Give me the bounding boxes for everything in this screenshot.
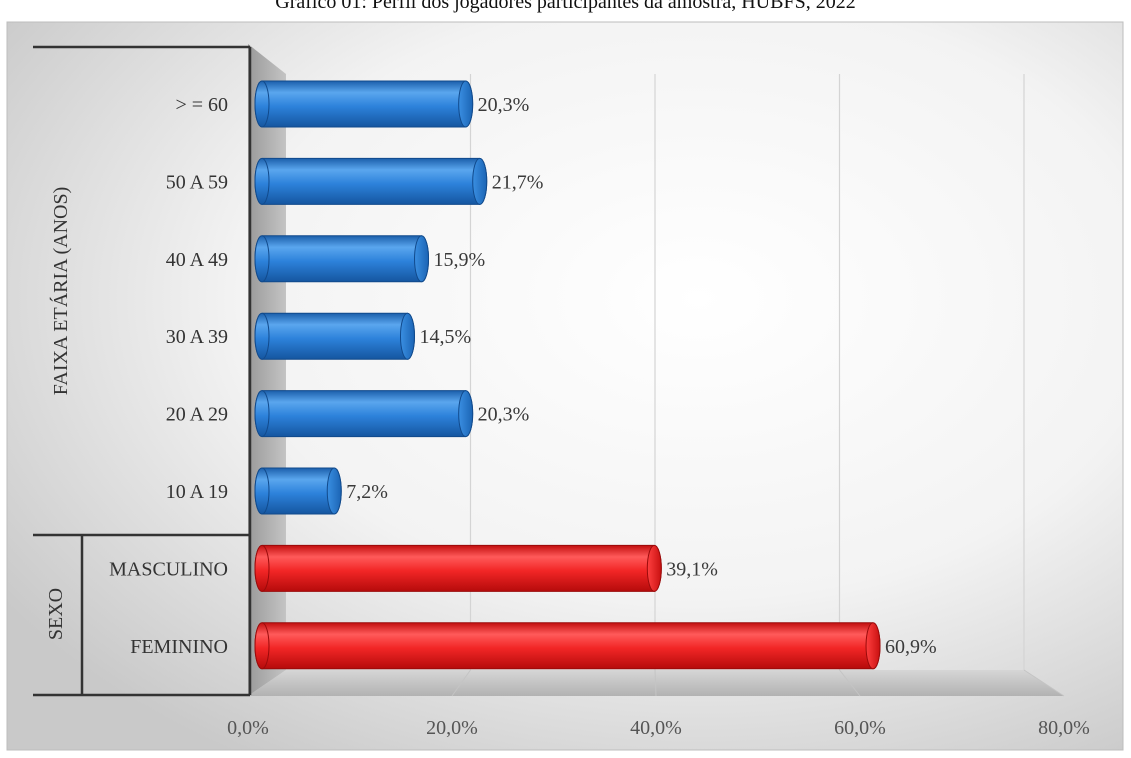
bar [254,235,430,283]
chart-title: Gráfico 01: Perfil dos jogadores partici… [275,0,856,13]
bar [254,80,474,128]
value-label: 20,3% [478,404,530,426]
bar [254,390,474,438]
x-tick-label: 20,0% [426,717,478,739]
value-label: 7,2% [346,481,388,503]
category-label: 30 A 39 [166,326,228,348]
value-label: 39,1% [666,558,718,580]
value-label: 14,5% [419,326,471,348]
category-labels: > = 60 50 A 59 40 A 49 30 A 39 20 A 29 10 A 1… [109,94,228,658]
category-label: 40 A 49 [166,249,228,271]
bar [254,622,881,670]
x-tick-label: 60,0% [834,717,886,739]
value-label: 60,9% [885,636,937,658]
bars [254,80,881,670]
x-axis-ticks: 0,0% 20,0% 40,0% 60,0% 80,0% [227,717,1090,739]
category-label: > = 60 [175,94,228,116]
category-label: 10 A 19 [166,481,228,503]
category-label: FEMININO [130,636,228,658]
bar [254,157,488,205]
bar [254,544,662,592]
x-tick-label: 0,0% [227,717,269,739]
bar [254,467,342,515]
gridline-floor [654,669,657,697]
chart-side-wall [248,44,286,696]
category-label: 20 A 29 [166,404,228,426]
value-label: 15,9% [434,249,486,271]
gridline-floor [839,669,861,697]
group-label-sex: SEXO [45,588,67,640]
value-labels: 20,3% 21,7% 15,9% 14,5% 20,3% 7,2% 39,1% 60,9% [346,94,936,658]
x-tick-label: 80,0% [1038,717,1090,739]
bar [254,312,415,360]
value-label: 20,3% [478,94,530,116]
category-label: MASCULINO [109,558,228,580]
gridline-floor [1023,669,1065,697]
value-label: 21,7% [492,171,544,193]
x-tick-label: 40,0% [630,717,682,739]
category-label: 50 A 59 [166,171,228,193]
gridline-floor [451,669,471,697]
group-label-age: FAIXA ETÁRIA (ANOS) [49,187,72,396]
category-group-table [33,45,252,697]
